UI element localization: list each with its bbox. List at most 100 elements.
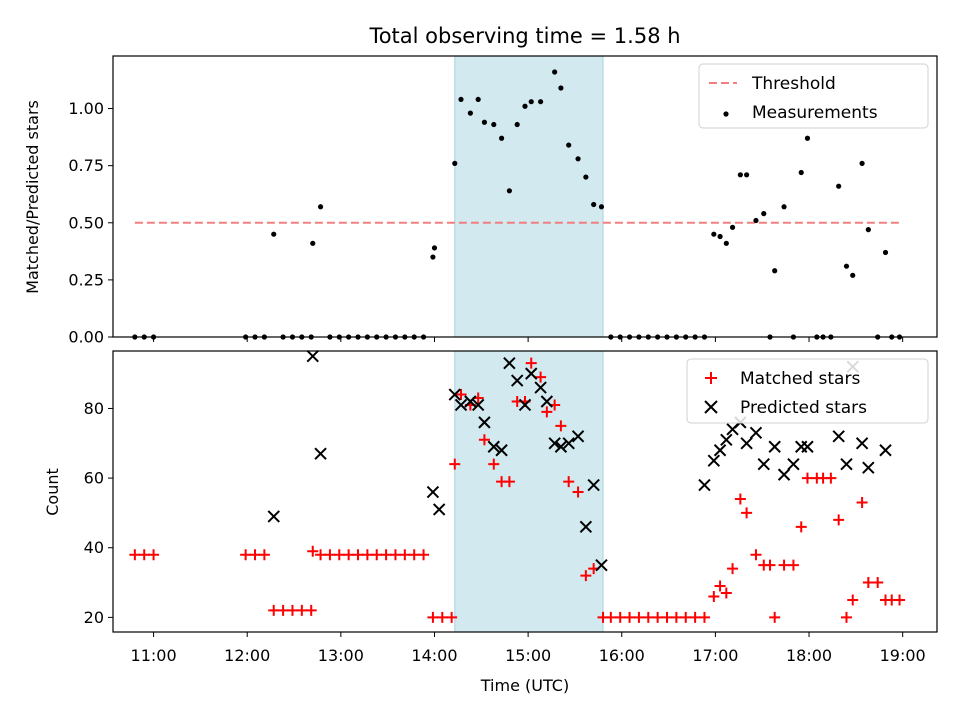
measurement-point [729, 224, 736, 230]
predicted-stars-point [562, 437, 575, 450]
measurement-point [781, 204, 787, 210]
x-tick-label: 15:00 [505, 646, 551, 665]
measurement-point [865, 227, 871, 233]
measurement-point [552, 69, 558, 75]
x-tick-label: 19:00 [880, 646, 926, 665]
measurement-point [843, 263, 850, 269]
matched-stars-point [787, 559, 799, 571]
predicted-stars-point [707, 454, 721, 467]
measurement-point [598, 204, 605, 210]
measurement-point [591, 201, 597, 208]
predicted-stars-point [879, 444, 892, 457]
matched-stars-point [741, 507, 753, 519]
measurement-point [310, 240, 316, 246]
x-tick-label: 14:00 [411, 646, 457, 665]
legend-label: Measurements [752, 103, 878, 123]
measurement-point [772, 268, 778, 274]
predicted-stars-point [464, 395, 477, 408]
matched-stars-point [541, 406, 553, 418]
predicted-stars-point [314, 447, 327, 460]
matched-stars-point [555, 420, 567, 432]
measurement-point [458, 96, 464, 103]
matched-stars-point [680, 611, 692, 623]
chart-title: Total observing time = 1.58 h [368, 24, 680, 48]
bottom-y-axis-label: Count [43, 468, 62, 516]
matched-stars-point [268, 604, 280, 616]
matched-stars-point [720, 587, 732, 599]
predicted-stars-point [698, 478, 711, 492]
predicted-stars-point [518, 398, 532, 412]
bottom-panel: 20 40 60 80 11:00 12:00 13:00 14:00 15:00 16:00 17… [84, 350, 938, 665]
predicted-stars-point [487, 440, 500, 453]
predicted-stars-point [432, 503, 446, 516]
measurement-point [558, 85, 564, 91]
measurement-point [850, 272, 856, 278]
measurement-point [467, 110, 473, 116]
predicted-stars-point [548, 437, 561, 450]
predicted-stars-point [503, 356, 516, 370]
matched-stars-point [148, 549, 160, 561]
measurement-point [475, 96, 481, 103]
measurement-point [583, 174, 589, 180]
measurement-point [271, 231, 277, 237]
predicted-stars-point [554, 440, 568, 453]
matched-stars-point [389, 549, 401, 561]
predicted-stars-point [720, 433, 733, 446]
matched-stars-point [258, 549, 270, 561]
measurement-point [723, 240, 729, 246]
measurement-point [859, 160, 865, 166]
matched-stars-point [833, 514, 845, 526]
matched-stars-point [856, 496, 868, 508]
matched-stars-point [670, 611, 682, 623]
matched-stars-point [286, 604, 298, 616]
matched-stars-point [418, 549, 430, 561]
bottom-y-tick-label: 20 [84, 608, 104, 627]
matched-stars-point [614, 611, 626, 623]
top-legend: Threshold Measurements [698, 63, 929, 129]
bottom-axes-frame [112, 350, 938, 633]
bottom-y-tick-label: 40 [84, 538, 104, 557]
measurement-point [804, 135, 811, 141]
matched-stars-point [296, 604, 308, 616]
x-tick-label: 16:00 [599, 646, 645, 665]
measurement-point [566, 142, 572, 148]
bottom-y-tick-label: 80 [84, 399, 104, 418]
measurement-point [528, 99, 534, 105]
matched-stars-point [488, 458, 500, 470]
matched-stars-point [333, 549, 345, 561]
matched-stars-point [801, 472, 813, 484]
matched-stars-point [778, 559, 790, 571]
measurement-point [431, 245, 438, 251]
matched-stars-point [352, 549, 364, 561]
predicted-stars-point [478, 416, 491, 429]
matched-stars-point [408, 549, 420, 561]
measurement-point [711, 231, 717, 237]
top-y-tick-label: 0.25 [68, 270, 104, 289]
legend-label: Threshold [751, 74, 836, 94]
matched-stars-point [563, 476, 575, 488]
legend-predicted-swatch [704, 400, 718, 414]
matched-stars-point [129, 549, 141, 561]
matched-stars-point [633, 611, 645, 623]
matched-stars-point [624, 611, 636, 623]
predicted-stars-point [454, 398, 468, 412]
matched-stars-point [605, 611, 617, 623]
predicted-stars-point [713, 444, 727, 457]
predicted-stars-point [540, 395, 554, 408]
x-axis-label: Time (UTC) [480, 676, 569, 695]
matched-stars-point [478, 434, 490, 446]
matched-stars-point [436, 611, 448, 623]
matched-stars-point [708, 590, 720, 602]
predicted-stars-point [426, 485, 440, 499]
predicted-stars-point [448, 388, 461, 401]
predicted-stars-point [525, 367, 538, 380]
matched-stars-point [652, 611, 664, 623]
matched-stars-point [661, 611, 673, 623]
predicted-stars-point [749, 426, 763, 440]
predicted-stars-point [801, 440, 814, 453]
predicted-stars-point [832, 430, 845, 443]
matched-stars-point [343, 549, 355, 561]
predicted-stars-point [510, 374, 524, 387]
predicted-stars-point [862, 461, 875, 474]
